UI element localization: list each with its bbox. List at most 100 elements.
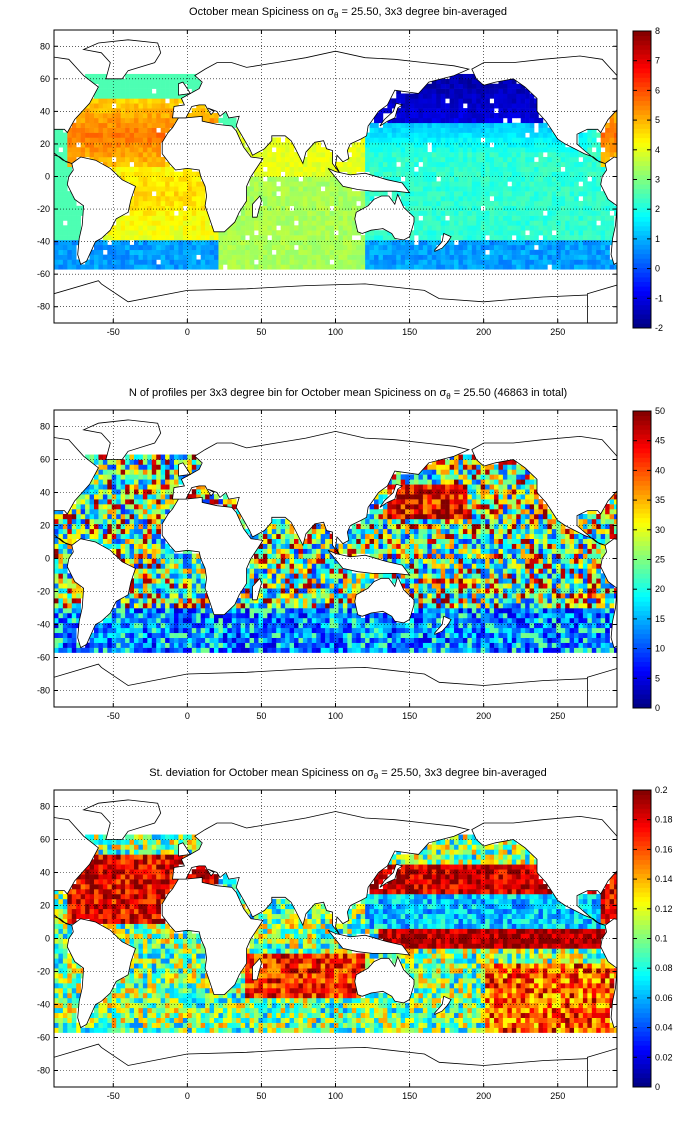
heat-cell <box>62 568 68 574</box>
heat-cell <box>165 191 170 197</box>
heat-cell <box>502 93 508 99</box>
heat-cell <box>182 196 188 202</box>
heat-cell <box>316 249 321 255</box>
heat-cell <box>54 171 59 177</box>
heat-cell <box>174 474 179 480</box>
heat-cell <box>165 509 170 515</box>
heat-cell <box>458 142 464 148</box>
heat-cell <box>516 249 521 255</box>
heat-cell <box>494 244 499 251</box>
heat-cell <box>494 239 499 246</box>
heat-cell <box>529 254 535 260</box>
heat-cell <box>134 220 139 226</box>
heat-cell <box>120 513 126 520</box>
heat-cell <box>102 132 108 138</box>
heat-cell <box>467 152 473 158</box>
heat-cell <box>54 573 59 579</box>
heat-cell <box>151 573 157 579</box>
heat-cell <box>494 161 499 168</box>
heat-cell <box>151 205 157 211</box>
heat-cell <box>209 244 215 251</box>
heat-cell <box>547 176 553 182</box>
heat-cell <box>436 88 441 94</box>
heat-cell <box>191 568 197 574</box>
heat-cell <box>196 617 201 624</box>
heat-cell <box>107 161 113 168</box>
heat-cell <box>289 161 295 168</box>
heat-cell <box>551 215 557 221</box>
heat-cell <box>67 583 73 589</box>
heat-cell <box>54 523 59 530</box>
heat-cell <box>178 200 184 207</box>
heat-cell <box>289 142 295 148</box>
heat-cell <box>129 509 135 515</box>
heat-cell <box>156 459 161 465</box>
heat-cell <box>89 632 95 638</box>
heat-cell <box>369 259 375 265</box>
heat-cell <box>156 181 161 187</box>
heat-cell <box>80 264 86 270</box>
heat-cell <box>422 166 428 172</box>
heat-cell <box>67 622 73 629</box>
heat-cell <box>462 235 468 241</box>
heat-cell <box>374 152 379 158</box>
heat-cell <box>471 230 477 236</box>
heat-cell <box>396 166 401 172</box>
heat-cell <box>551 210 557 216</box>
heat-cell <box>298 225 304 231</box>
heat-cell <box>142 244 148 251</box>
heat-cell <box>129 113 135 119</box>
heat-cell <box>71 254 77 260</box>
heat-cell <box>454 220 459 226</box>
heat-cell <box>587 142 593 148</box>
heat-cell <box>156 103 161 109</box>
heat-cell <box>138 264 144 270</box>
colorbar-step <box>633 86 651 92</box>
heat-cell <box>427 215 433 221</box>
heat-cell <box>316 200 321 207</box>
heat-cell <box>489 156 495 163</box>
heat-cell <box>58 513 64 520</box>
heat-cell <box>147 98 153 104</box>
heat-cell <box>342 249 348 255</box>
heat-cell <box>565 147 570 153</box>
heat-cell <box>511 78 517 85</box>
heat-cell <box>538 244 544 251</box>
heat-cell <box>414 196 419 202</box>
heat-cell <box>596 210 601 216</box>
heat-cell <box>129 78 135 85</box>
heat-cell <box>178 632 184 638</box>
heat-cell <box>280 264 286 270</box>
heat-cell <box>102 459 108 465</box>
heat-cell <box>134 548 139 554</box>
heat-cell <box>151 593 157 599</box>
heat-cell <box>556 152 561 158</box>
heat-cell <box>329 254 335 260</box>
heat-cell <box>182 598 188 604</box>
heat-cell <box>436 108 441 114</box>
heat-cell <box>431 259 437 265</box>
heat-cell <box>405 244 410 251</box>
heat-cell <box>507 210 513 216</box>
heat-cell <box>151 454 157 460</box>
heat-cell <box>169 489 175 495</box>
heat-cell <box>76 152 81 158</box>
heat-cell <box>449 161 455 168</box>
heat-cell <box>142 518 148 525</box>
heat-cell <box>520 176 526 182</box>
heat-cell <box>134 612 139 619</box>
heat-cell <box>582 215 588 221</box>
heat-cell <box>396 127 401 133</box>
heat-cell <box>134 103 139 109</box>
heat-cell <box>445 259 450 265</box>
heat-cell <box>449 186 455 192</box>
heat-cell <box>476 142 481 148</box>
heat-cell <box>471 147 477 153</box>
heat-cell <box>129 181 135 187</box>
heat-cell <box>294 259 299 265</box>
heat-cell <box>98 254 104 260</box>
heat-cell <box>476 122 481 128</box>
heat-cell <box>396 117 401 124</box>
heat-cell <box>205 215 210 221</box>
heat-cell <box>120 127 126 133</box>
